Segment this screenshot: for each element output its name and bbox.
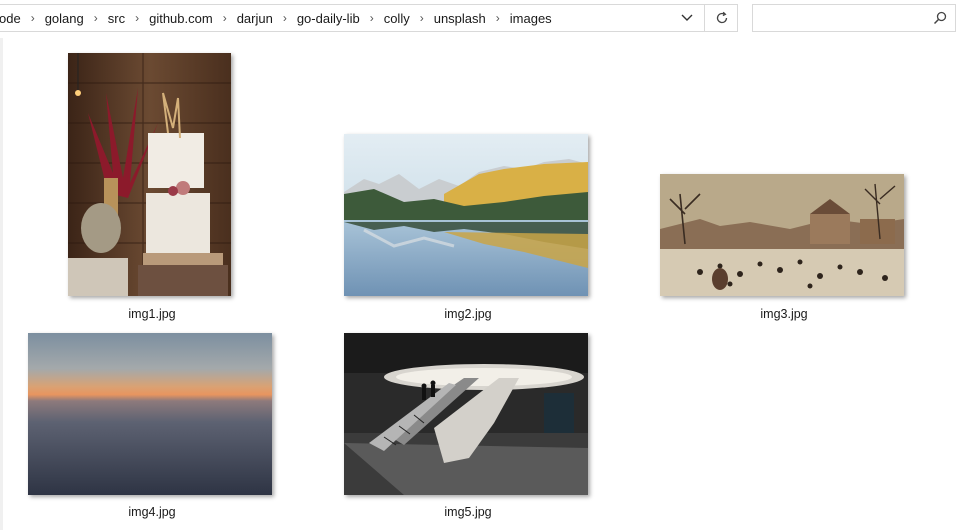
search-box[interactable] <box>752 4 956 32</box>
toolbar: ode › golang › src › github.com › darjun… <box>0 0 957 38</box>
image-thumbnail[interactable] <box>344 333 588 495</box>
breadcrumb: ode › golang › src › github.com › darjun… <box>0 5 552 31</box>
breadcrumb-item-code[interactable]: ode <box>0 10 21 26</box>
refresh-button[interactable] <box>704 5 738 31</box>
breadcrumb-item-github[interactable]: github.com <box>149 10 213 26</box>
address-dropdown-button[interactable] <box>671 5 703 31</box>
chevron-right-icon[interactable]: › <box>282 11 287 25</box>
chevron-right-icon[interactable]: › <box>495 11 500 25</box>
breadcrumb-item-unsplash[interactable]: unsplash <box>433 10 486 26</box>
breadcrumb-item-colly[interactable]: colly <box>383 10 410 26</box>
navigation-pane-edge <box>0 38 3 530</box>
image-thumbnail[interactable] <box>68 53 231 296</box>
chevron-right-icon[interactable]: › <box>135 11 140 25</box>
search-input[interactable] <box>759 7 933 31</box>
breadcrumb-item-darjun[interactable]: darjun <box>236 10 273 26</box>
file-name[interactable]: img3.jpg <box>760 307 808 321</box>
image-thumbnail[interactable] <box>344 134 588 296</box>
file-name[interactable]: img4.jpg <box>128 505 176 519</box>
file-name[interactable]: img2.jpg <box>444 307 492 321</box>
chevron-right-icon[interactable]: › <box>30 11 35 25</box>
file-name[interactable]: img1.jpg <box>128 307 176 321</box>
address-bar[interactable]: ode › golang › src › github.com › darjun… <box>0 4 738 32</box>
chevron-right-icon[interactable]: › <box>222 11 227 25</box>
breadcrumb-item-go-daily-lib[interactable]: go-daily-lib <box>296 10 360 26</box>
breadcrumb-item-golang[interactable]: golang <box>44 10 84 26</box>
image-thumbnail[interactable] <box>660 174 904 296</box>
search-icon[interactable] <box>933 11 947 25</box>
chevron-down-icon <box>681 14 693 21</box>
breadcrumb-item-src[interactable]: src <box>107 10 126 26</box>
chevron-right-icon[interactable]: › <box>93 11 98 25</box>
image-thumbnail[interactable] <box>28 333 272 495</box>
chevron-right-icon[interactable]: › <box>419 11 424 25</box>
file-name[interactable]: img5.jpg <box>444 505 492 519</box>
file-list-view: img1.jpg <box>0 38 957 530</box>
refresh-icon <box>716 11 727 24</box>
breadcrumb-item-images[interactable]: images <box>509 10 552 26</box>
chevron-right-icon[interactable]: › <box>369 11 374 25</box>
